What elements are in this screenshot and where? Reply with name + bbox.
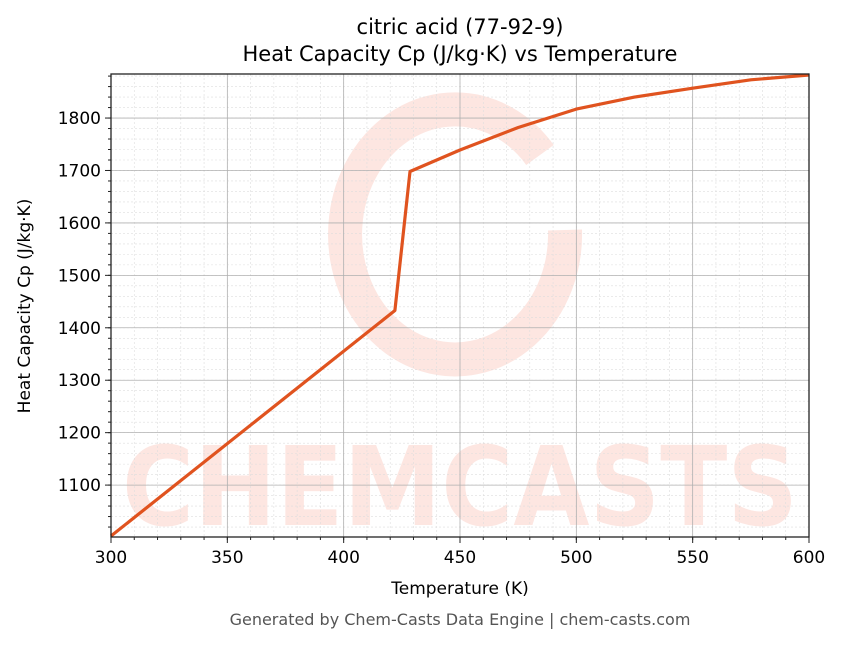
y-tick-label: 1100 bbox=[58, 476, 101, 496]
x-tick-label: 400 bbox=[327, 548, 359, 568]
y-tick-label: 1700 bbox=[58, 161, 101, 181]
x-axis-label: Temperature (K) bbox=[390, 579, 529, 599]
footer-credit: Generated by Chem-Casts Data Engine | ch… bbox=[230, 610, 691, 629]
y-tick-label: 1200 bbox=[58, 424, 101, 444]
y-tick-label: 1600 bbox=[58, 214, 101, 234]
x-tick-label: 300 bbox=[95, 548, 127, 568]
x-tick-label: 450 bbox=[444, 548, 476, 568]
x-tick-label: 350 bbox=[211, 548, 243, 568]
x-tick-label: 500 bbox=[560, 548, 592, 568]
y-tick-label: 1300 bbox=[58, 371, 101, 391]
chart-title: citric acid (77-92-9) bbox=[357, 15, 564, 39]
x-tick-label: 550 bbox=[676, 548, 708, 568]
series-line-cp bbox=[110, 73, 810, 538]
y-tick-label: 1800 bbox=[58, 109, 101, 129]
x-tick-label: 600 bbox=[793, 548, 825, 568]
watermark-logo-arc bbox=[328, 92, 583, 377]
y-tick-label: 1500 bbox=[58, 266, 101, 286]
y-tick-label: 1400 bbox=[58, 319, 101, 339]
y-axis-label: Heat Capacity Cp (J/kg·K) bbox=[15, 199, 35, 414]
chart-subtitle: Heat Capacity Cp (J/kg·K) vs Temperature bbox=[243, 42, 678, 66]
